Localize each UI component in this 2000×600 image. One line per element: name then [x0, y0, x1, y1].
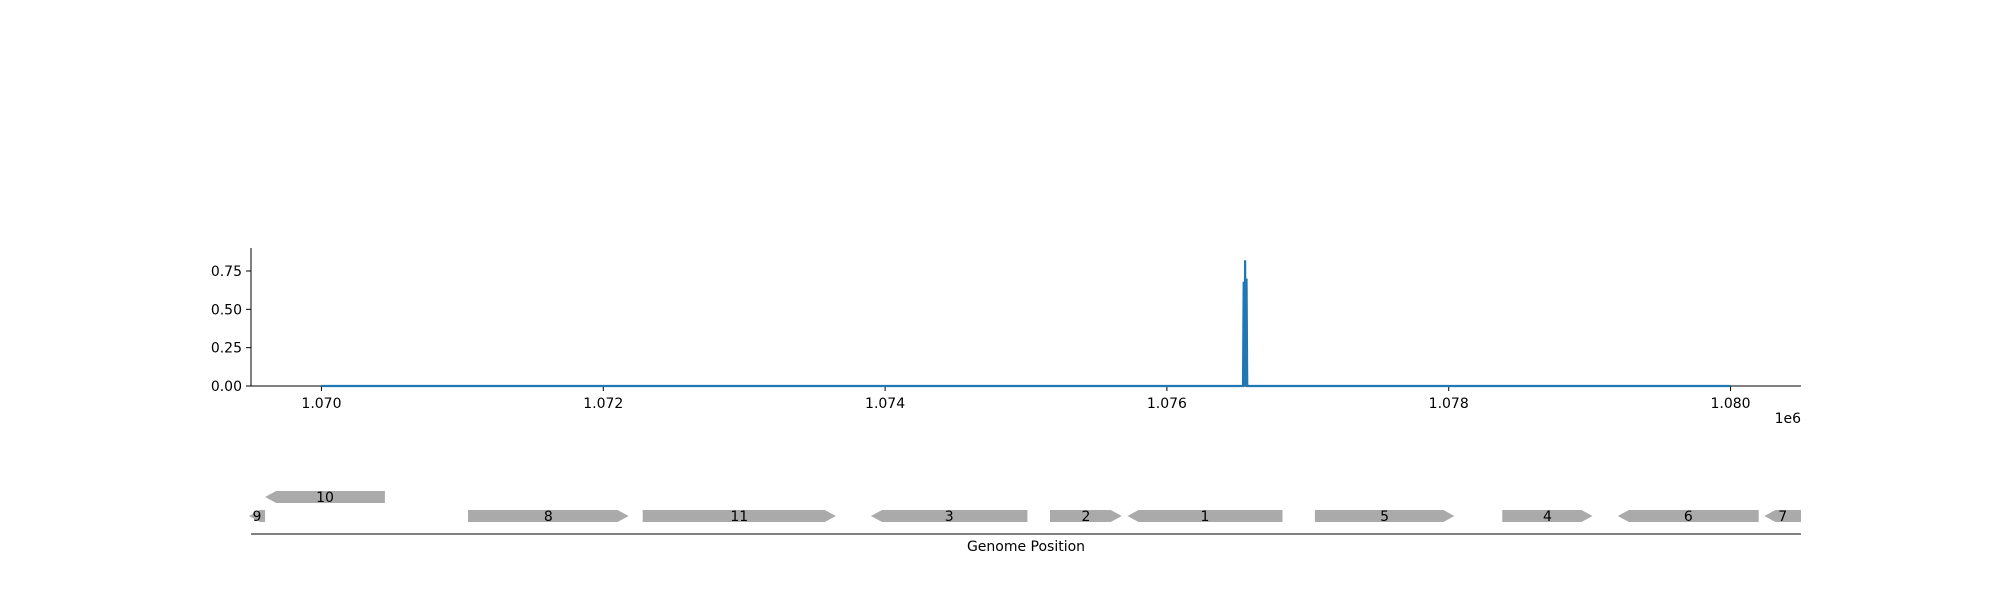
gene-arrow [265, 491, 385, 503]
gene-arrow [1050, 510, 1122, 522]
gene-arrow [1764, 510, 1801, 522]
y-tick-label: 0.25 [211, 341, 242, 357]
gene-label: 4 [1543, 509, 1552, 525]
gene-arrow [1127, 510, 1283, 522]
x-tick-label: 1.080 [1710, 396, 1750, 412]
x-tick-label: 1.072 [583, 396, 623, 412]
y-ticks: 0.00 0.25 0.50 0.75 [211, 264, 251, 395]
x-offset-label: 1e6 [1775, 411, 1802, 427]
gene-arrow [871, 510, 1028, 522]
gene-features: 9 10 8 11 3 2 1 5 4 6 7 [249, 490, 1801, 525]
coverage-line [321, 260, 1731, 388]
coverage-plot: 0.000.250.500.75 1.070 1.072 1.074 1.076 1.0… [211, 248, 1801, 427]
gene-label: 3 [945, 509, 954, 525]
x-tick-label: 1.076 [1147, 396, 1187, 412]
x-ticks: 1.070 1.072 1.074 1.076 1.078 1.080 [301, 386, 1751, 412]
gene-label: 2 [1081, 509, 1090, 525]
gene-label: 1 [1201, 509, 1210, 525]
x-tick-label: 1.070 [301, 396, 341, 412]
gene-label: 5 [1380, 509, 1389, 525]
x-tick-label: 1.078 [1429, 396, 1469, 412]
coverage-series [321, 260, 1731, 388]
gene-arrow [249, 510, 266, 522]
x-axis-label: Genome Position [967, 539, 1085, 555]
gene-arrow [1314, 510, 1455, 522]
gene-label: 11 [730, 509, 748, 525]
y-tick-label: 0.00 [211, 379, 242, 395]
gene-map: 9 10 8 11 3 2 1 5 4 6 7 Genome Position [249, 490, 1801, 555]
gene-arrow [642, 510, 836, 522]
y-tick-label: 0.75 [211, 264, 242, 280]
gene-label: 7 [1778, 509, 1787, 525]
gene-label: 9 [253, 509, 262, 525]
gene-arrow [468, 510, 629, 522]
gene-label: 8 [544, 509, 553, 525]
gene-arrow [1502, 510, 1593, 522]
gene-label: 6 [1684, 509, 1693, 525]
x-tick-label: 1.074 [865, 396, 905, 412]
gene-label: 10 [316, 490, 334, 506]
y-tick-label: 0.50 [211, 302, 242, 318]
gene-arrow [1617, 510, 1759, 522]
